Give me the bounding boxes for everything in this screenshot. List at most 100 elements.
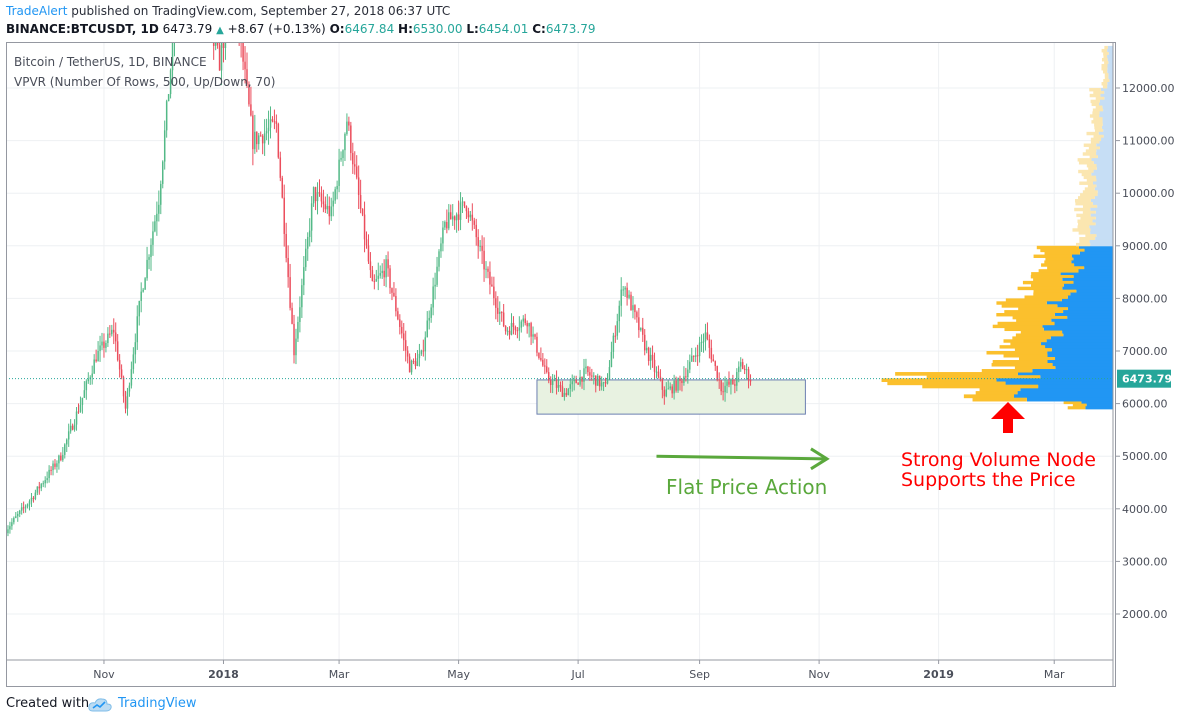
- candle-down: [463, 201, 466, 209]
- candle-up: [618, 300, 621, 333]
- candle-body: [20, 507, 23, 511]
- candle-body: [626, 287, 628, 298]
- volume-bar-down: [1003, 339, 1047, 343]
- candle-body: [636, 312, 638, 318]
- grid: [6, 42, 1113, 660]
- candle-down: [113, 318, 115, 345]
- volume-bar-up: [1108, 60, 1113, 65]
- candle-body: [258, 135, 260, 145]
- candle-body: [320, 193, 323, 202]
- candle-down: [246, 52, 248, 88]
- candle-body: [114, 332, 117, 342]
- candle-down: [741, 358, 744, 370]
- volume-bar-up: [1092, 181, 1113, 185]
- candle-up: [430, 303, 432, 323]
- volume-bar-down: [1082, 190, 1098, 194]
- y-tick-label: 10000.00: [1122, 187, 1175, 200]
- candle-body: [451, 216, 454, 220]
- candle-up: [83, 381, 86, 399]
- candle-up: [305, 238, 307, 271]
- candle-body: [50, 469, 52, 471]
- volume-bar-down: [979, 387, 1021, 392]
- tradingview-cloud-icon[interactable]: [88, 698, 112, 712]
- candle-down: [259, 131, 262, 137]
- candle-body: [708, 339, 711, 348]
- volume-bar-up: [1097, 204, 1113, 209]
- y-tick-label: 9000.00: [1122, 240, 1168, 253]
- volume-bar-up: [1099, 146, 1113, 150]
- candle-body: [238, 4, 239, 32]
- candle-up: [15, 511, 17, 519]
- candle-down: [404, 330, 407, 362]
- candle-body: [667, 388, 669, 390]
- close-label: C:: [532, 22, 546, 36]
- candle-body: [726, 381, 728, 386]
- volume-bar-up: [1005, 381, 1113, 386]
- candle-down: [598, 375, 601, 391]
- author-link[interactable]: TradeAlert: [6, 4, 68, 18]
- candle-down: [116, 334, 119, 362]
- legend-indicator[interactable]: VPVR (Number Of Rows, 500, Up/Down, 70): [14, 75, 276, 89]
- candle-up: [385, 255, 387, 288]
- volume-bar-down: [1030, 283, 1064, 288]
- candle-body: [254, 131, 256, 150]
- candle-up: [26, 503, 29, 509]
- volume-bar-up: [1093, 161, 1113, 165]
- candle-body: [340, 158, 342, 160]
- candle-down: [328, 196, 331, 225]
- volume-bar-up: [1051, 318, 1113, 323]
- candle-body: [630, 294, 632, 311]
- volume-bar-up: [1054, 313, 1113, 317]
- candle-body: [62, 454, 64, 461]
- volume-bar-down: [1074, 207, 1091, 212]
- candle-down: [526, 320, 528, 334]
- candle-down: [209, 15, 210, 29]
- candle-body: [116, 341, 119, 361]
- candle-body: [218, 45, 221, 71]
- volume-bar-up: [1017, 372, 1113, 376]
- candle-body: [598, 375, 601, 387]
- candle-body: [653, 359, 656, 372]
- candle-body: [167, 94, 170, 102]
- candle-down: [636, 310, 638, 323]
- candle-body: [140, 291, 142, 301]
- candle-down: [279, 151, 282, 182]
- candle-down: [530, 321, 532, 345]
- candle-down: [277, 122, 280, 159]
- candle-body: [312, 187, 315, 204]
- candle-body: [718, 379, 720, 381]
- candle-body: [220, 43, 223, 71]
- candle-body: [77, 411, 80, 413]
- volume-bar-down: [1045, 257, 1074, 261]
- candle-down: [504, 325, 507, 335]
- y-tick-label: 6000.00: [1122, 398, 1168, 411]
- candle-body: [563, 392, 566, 397]
- candle-up: [138, 300, 140, 326]
- candle-down: [493, 276, 495, 306]
- volume-bar-up: [1103, 128, 1113, 133]
- candle-body: [473, 220, 476, 225]
- candle-down: [661, 377, 664, 399]
- volume-bar-down: [1077, 196, 1095, 200]
- chart-canvas[interactable]: Flat Price Action Strong Volume NodeSuppo…: [0, 0, 1178, 687]
- volume-bar-up: [1099, 99, 1113, 104]
- candle-body: [330, 206, 332, 217]
- candle-body: [160, 183, 162, 205]
- candle-body: [477, 237, 479, 247]
- candle-body: [700, 342, 703, 344]
- tradingview-brand-link[interactable]: TradingView: [118, 696, 197, 711]
- candle-down: [261, 134, 264, 155]
- publish-date: published on TradingView.com, September …: [71, 4, 451, 18]
- volume-bar-up: [1057, 304, 1113, 308]
- candle-body: [412, 360, 415, 362]
- volume-bar-up: [1094, 196, 1113, 200]
- candle-up: [13, 516, 15, 525]
- candle-body: [222, 43, 225, 49]
- volume-bar-down: [1078, 169, 1094, 174]
- candle-body: [87, 379, 90, 382]
- candle-body: [649, 354, 652, 361]
- candle-up: [485, 261, 487, 279]
- candle-body: [659, 376, 662, 380]
- volume-bar-down: [1017, 286, 1063, 291]
- volume-bar-down: [1072, 403, 1087, 407]
